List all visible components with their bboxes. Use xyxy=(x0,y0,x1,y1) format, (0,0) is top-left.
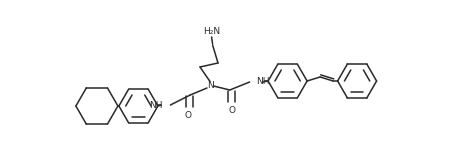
Text: NH: NH xyxy=(149,102,162,111)
Text: NH: NH xyxy=(256,76,270,86)
Text: O: O xyxy=(185,111,191,120)
Text: H₂N: H₂N xyxy=(203,27,220,36)
Text: O: O xyxy=(228,106,235,115)
Text: N: N xyxy=(207,80,213,90)
